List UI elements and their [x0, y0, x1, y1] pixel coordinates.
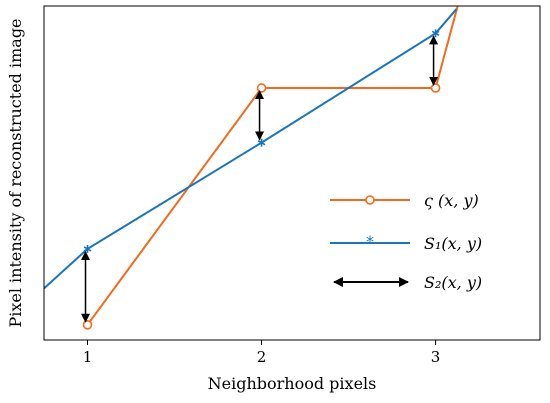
legend: ς (x, y) * S₁(x, y) S₂(x, y) — [330, 191, 482, 292]
x-tick-label-3: 3 — [431, 348, 441, 366]
legend-label-series-1: ς (x, y) — [424, 191, 479, 210]
series-line-1 — [86, 6, 459, 326]
legend-marker-series-1 — [365, 195, 375, 205]
difference-arrows — [81, 35, 439, 323]
series-2-point-3 — [257, 138, 266, 147]
x-tick-label-1: 1 — [83, 348, 93, 366]
legend-label-series-2: S₁(x, y) — [424, 234, 482, 253]
series-1-point-1 — [82, 320, 93, 330]
series-1-point-3 — [430, 83, 441, 93]
series-line-2 — [44, 8, 458, 290]
x-axis-label: Neighborhood pixels — [208, 374, 377, 393]
series-1-point-2 — [256, 83, 267, 93]
legend-label-arrow: S₂(x, y) — [424, 273, 482, 292]
x-tick-label-2: 2 — [257, 348, 267, 366]
plot-frame — [43, 5, 541, 341]
y-axis-label: Pixel intensity of reconstructed image — [6, 18, 25, 327]
x-axis-ticks: 1 2 3 — [83, 340, 441, 366]
legend-marker-series-2: * — [366, 232, 374, 251]
plot-area — [44, 6, 459, 330]
